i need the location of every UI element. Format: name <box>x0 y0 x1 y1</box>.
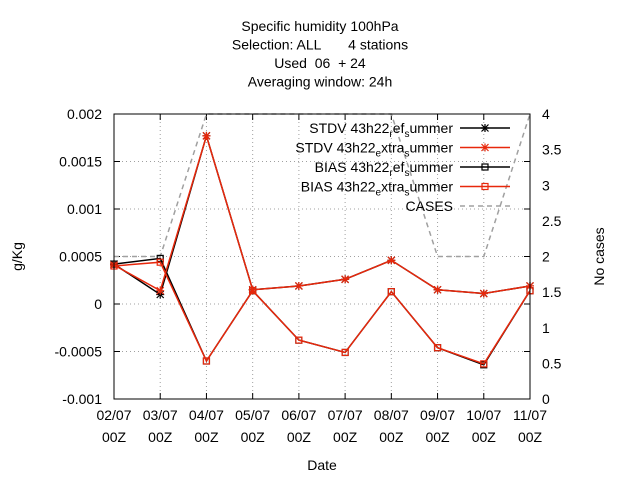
y-tick-label: 0.001 <box>67 201 102 217</box>
data-point <box>481 124 489 132</box>
legend-label-text: ummer <box>409 140 453 156</box>
legend-label-text: xtra <box>381 140 405 156</box>
legend-item: BIAS 43h22extrasummer <box>301 179 510 199</box>
x-tick-label: 00Z <box>287 429 312 445</box>
legend-label-text: STDV 43h22 <box>295 140 375 156</box>
title-line: Averaging window: 24h <box>248 74 393 90</box>
y2-tick-label: 0.5 <box>542 355 562 371</box>
y2-tick-label: 0 <box>542 391 550 407</box>
series-2 <box>111 255 533 367</box>
series-3 <box>111 259 533 367</box>
x-tick-label: 00Z <box>379 429 404 445</box>
legend-label-text: CASES <box>406 198 453 214</box>
legend-label: STDV 43h22refsummer <box>309 120 453 140</box>
x-tick-label: 11/07 <box>513 407 547 423</box>
series-0 <box>110 132 534 299</box>
y2-tick-label: 3.5 <box>542 142 562 158</box>
legend-label-text: ef <box>393 159 405 175</box>
y-tick-label: 0.002 <box>67 106 102 122</box>
legend-label-text: ummer <box>409 120 453 136</box>
x-tick-label: 00Z <box>148 429 173 445</box>
series-line <box>114 258 530 364</box>
title-line: Used 06 + 24 <box>274 55 366 71</box>
y2-tick-label: 2.5 <box>542 213 562 229</box>
x-tick-label: 04/07 <box>189 407 224 423</box>
data-point <box>156 287 164 295</box>
y-tick-label: 0 <box>94 296 102 312</box>
x-tick-label: 08/07 <box>374 407 409 423</box>
legend-item: BIAS 43h22refsummer <box>315 159 510 179</box>
legend-label: CASES <box>406 198 453 214</box>
x-tick-label: 00Z <box>425 429 450 445</box>
x-tick-label: 00Z <box>241 429 266 445</box>
data-point <box>341 275 349 283</box>
legend-item: STDV 43h22refsummer <box>309 120 510 140</box>
series-line <box>114 262 530 364</box>
x-tick-label: 00Z <box>102 429 127 445</box>
title-line: Specific humidity 100hPa <box>241 18 398 34</box>
legend-label-text: STDV 43h22 <box>309 120 389 136</box>
legend-label-text: ummer <box>409 179 453 195</box>
y2-axis-label: No cases <box>591 227 607 285</box>
legend-label-text: ummer <box>409 159 453 175</box>
y-axis-label: g/Kg <box>9 242 25 271</box>
legend-label: STDV 43h22extrasummer <box>295 140 453 160</box>
y-tick-label: 0.0005 <box>59 249 102 265</box>
y-tick-label: -0.0005 <box>55 344 103 360</box>
y2-tick-label: 1.5 <box>542 284 562 300</box>
y2-tick-label: 4 <box>542 106 550 122</box>
x-tick-label: 06/07 <box>281 407 316 423</box>
legend-label: BIAS 43h22refsummer <box>315 159 454 179</box>
y-tick-label: 0.0015 <box>59 154 102 170</box>
data-point <box>434 286 442 294</box>
x-tick-label: 00Z <box>518 429 543 445</box>
x-tick-label: 09/07 <box>420 407 455 423</box>
legend-item: CASES <box>406 198 510 214</box>
legend-label-text: BIAS 43h22 <box>301 179 376 195</box>
legend-label-text: xtra <box>381 179 405 195</box>
y2-tick-label: 1 <box>542 320 550 336</box>
x-tick-label: 02/07 <box>96 407 131 423</box>
x-tick-label: 05/07 <box>235 407 270 423</box>
chart-title: Specific humidity 100hPa Selection: ALL 4… <box>232 18 408 90</box>
x-tick-label: 03/07 <box>143 407 178 423</box>
legend-label-text: BIAS 43h22 <box>315 159 390 175</box>
legend-label-text: ef <box>393 120 405 136</box>
legend-item: STDV 43h22extrasummer <box>295 140 510 160</box>
x-tick-label: 00Z <box>194 429 219 445</box>
x-tick-label: 00Z <box>333 429 358 445</box>
y2-tick-label: 2 <box>542 249 550 265</box>
data-point <box>480 290 488 298</box>
data-point <box>202 132 210 140</box>
y2-tick-label: 3 <box>542 177 550 193</box>
x-tick-label: 00Z <box>472 429 497 445</box>
legend-label: BIAS 43h22extrasummer <box>301 179 454 199</box>
data-point <box>481 144 489 152</box>
y-tick-label: -0.001 <box>62 391 102 407</box>
x-tick-label: 07/07 <box>328 407 363 423</box>
data-point <box>295 282 303 290</box>
data-point <box>387 256 395 264</box>
x-axis-label: Date <box>307 457 337 473</box>
title-line: Selection: ALL 4 stations <box>232 37 408 53</box>
x-tick-label: 10/07 <box>466 407 501 423</box>
y2-axis-ticks: 0 0.5 1 1.5 2 2.5 3 3.5 4 <box>542 106 562 407</box>
